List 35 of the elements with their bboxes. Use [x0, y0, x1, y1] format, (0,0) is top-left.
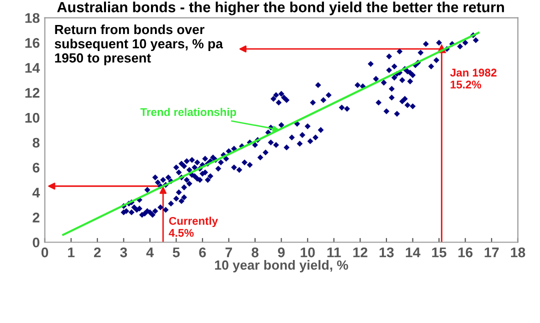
- x-tick-label: 15: [432, 248, 446, 258]
- y-tick-label: 12: [25, 88, 40, 98]
- x-tick-label: 11: [327, 248, 341, 258]
- y-tick-label: 18: [25, 13, 40, 23]
- y-tick-label: 0: [32, 238, 40, 248]
- y-tick-label: 16: [25, 38, 40, 48]
- y-tick-label: 14: [25, 63, 40, 73]
- x-tick-label: 12: [353, 247, 368, 258]
- y-tick-label: 8: [32, 138, 40, 148]
- x-tick-label: 9: [278, 247, 285, 258]
- x-tick-label: 5: [172, 248, 180, 258]
- x-tick-label: 1: [68, 248, 75, 258]
- x-tick-label: 7: [226, 248, 232, 258]
- x-axis-title: 10 year bond yield, %: [215, 260, 348, 272]
- x-tick-label: 14: [406, 248, 420, 258]
- x-tick-label: 10: [300, 247, 315, 258]
- x-tick-label: 0: [42, 247, 48, 258]
- y-axis-title: Return from bonds over subsequent 10 years, % pa 1950 to present: [54, 24, 224, 66]
- y-tick-label: 10: [25, 112, 40, 123]
- x-tick-label: 8: [252, 247, 258, 258]
- y-tick-label: 4: [32, 188, 40, 198]
- x-tick-label: 3: [120, 247, 128, 258]
- y-tick-label: 6: [32, 162, 40, 173]
- text: Trend relationship: [140, 108, 236, 118]
- y-tick-label: 2: [32, 212, 40, 222]
- x-tick-label: 17: [484, 248, 499, 258]
- x-tick-label: 2: [94, 247, 101, 258]
- x-tick-label: 16: [458, 247, 473, 258]
- chart-title: Australian bonds - the higher the bond yield the better the return: [57, 2, 504, 16]
- annotation: Currently 4.5%: [168, 216, 218, 237]
- x-tick-label: 13: [380, 247, 394, 258]
- x-tick-label: 6: [199, 247, 206, 258]
- annotation: Jan 1982 15.2%: [450, 68, 496, 89]
- x-tick-label: 18: [511, 247, 526, 258]
- x-tick-label: 4: [146, 248, 154, 258]
